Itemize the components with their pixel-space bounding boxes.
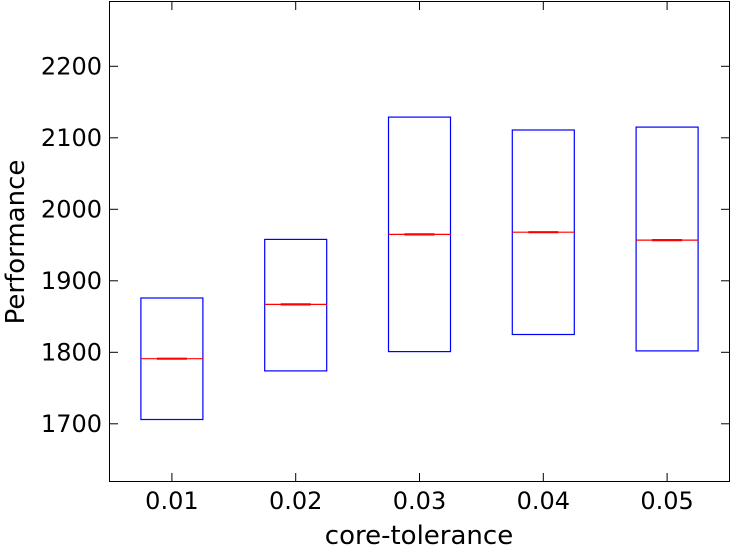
plot-area (109, 1, 730, 482)
x-tick-label: 0.02 (269, 487, 322, 515)
y-tick-label: 1800 (41, 338, 102, 366)
y-axis-title: Performance (1, 160, 31, 325)
chart-marks (140, 116, 699, 421)
x-tick-label: 0.04 (517, 487, 570, 515)
x-axis-title: core-tolerance (325, 521, 513, 551)
y-tick-label: 2000 (41, 195, 102, 223)
x-tick-label: 0.01 (145, 487, 198, 515)
x-tick-label: 0.05 (640, 487, 693, 515)
y-tick-label: 1700 (41, 410, 102, 438)
box-0.05 (635, 126, 699, 352)
axis-ticks: 0.01 0.02 0.03 0.04 0.05 1700 1800 1900 2000 2100… (41, 2, 729, 515)
y-tick-label: 2100 (41, 124, 102, 152)
x-tick-label: 0.03 (393, 487, 446, 515)
y-tick-label: 2200 (41, 52, 102, 80)
box-0.02 (264, 238, 328, 372)
y-tick-label: 1900 (41, 267, 102, 295)
